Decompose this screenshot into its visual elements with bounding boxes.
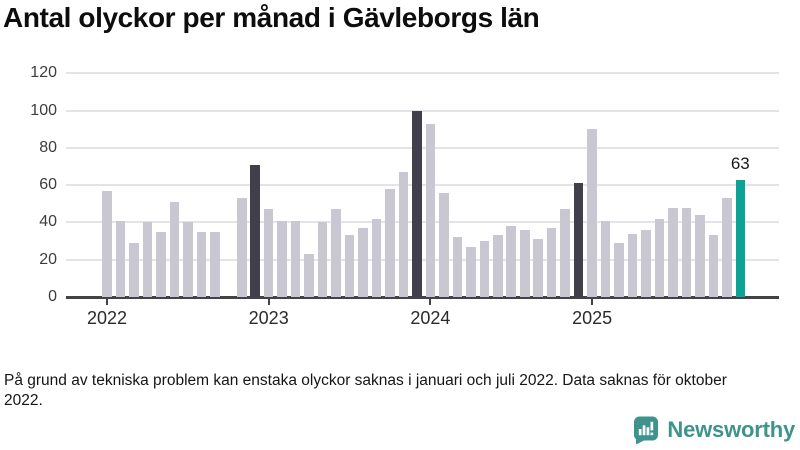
bar-2023-09	[371, 218, 382, 297]
bar-2023-10	[385, 188, 395, 297]
x-axis-line	[66, 296, 779, 299]
newsworthy-logo: Newsworthy	[632, 415, 795, 445]
bar-2022-05	[156, 231, 166, 297]
x-axis-label-2025: 2025	[572, 308, 613, 328]
bar-2022-02	[115, 220, 126, 297]
gridline-40	[66, 221, 779, 224]
y-axis-label-120: 120	[30, 64, 57, 82]
gridline-60	[66, 184, 779, 187]
bar-2024-06	[492, 235, 503, 297]
bar-2024-11	[560, 209, 570, 297]
gridline-80	[66, 146, 779, 149]
bar-2022-04	[142, 222, 153, 297]
bar-2025-03	[614, 242, 624, 297]
bar-2025-09	[695, 214, 705, 297]
bar-2025-07	[668, 207, 678, 297]
x-axis-label-2022: 2022	[86, 308, 128, 328]
bar-2022-07	[183, 222, 193, 297]
bar-2024-12	[573, 183, 584, 297]
bar-2025-06	[654, 218, 665, 297]
bar-2025-11	[722, 198, 732, 297]
bar-2025-04	[627, 233, 638, 297]
x-tick-2024	[429, 299, 432, 305]
bar-2022-09	[210, 231, 220, 297]
x-axis-label-2023: 2023	[248, 308, 289, 328]
bar-2023-08	[358, 228, 368, 297]
bar-2024-03	[452, 237, 463, 297]
bar-2022-11	[236, 198, 247, 297]
bar-2024-01	[425, 123, 436, 297]
x-tick-2025	[591, 299, 594, 305]
newsworthy-bubble-chart-icon	[634, 416, 659, 445]
bar-2025-01	[587, 129, 597, 297]
y-axis-label-0: 0	[48, 288, 57, 305]
bar-2024-09	[533, 239, 543, 297]
bar-2023-06	[331, 209, 341, 297]
gridline-100	[66, 109, 779, 112]
gridline-20	[66, 258, 779, 261]
bar-2023-11	[398, 172, 409, 297]
y-axis-label-60: 60	[39, 176, 57, 194]
newsworthy-wordmark: Newsworthy	[667, 417, 795, 442]
bar-2024-10	[546, 228, 557, 297]
bar-2023-12	[412, 110, 422, 297]
x-axis-label-2024: 2024	[410, 308, 451, 328]
bar-2024-04	[466, 246, 476, 297]
bar-2023-03	[290, 220, 301, 297]
gridline-120	[66, 72, 779, 75]
current-value-label: 63	[730, 153, 750, 173]
bar-2023-01	[263, 209, 274, 297]
bar-2025-02	[600, 220, 611, 297]
bar-2023-04	[304, 254, 314, 297]
x-tick-2022	[106, 299, 108, 305]
y-axis-label-80: 80	[39, 138, 57, 156]
bar-2022-01	[102, 190, 112, 297]
bar-2022-12	[250, 164, 261, 297]
bar-2025-08	[681, 207, 692, 297]
y-axis-label-40: 40	[39, 213, 57, 231]
bar-2024-02	[439, 192, 449, 297]
bar-2025-10	[708, 235, 719, 297]
bar-2022-08	[196, 231, 207, 297]
footnote: På grund av tekniska problem kan enstaka…	[4, 372, 727, 410]
x-tick-2023	[267, 299, 270, 305]
bar-2023-02	[277, 220, 287, 297]
bar-2023-07	[344, 235, 355, 297]
bar-2022-03	[129, 242, 139, 297]
bar-2024-07	[506, 226, 517, 297]
bar-2025-12	[735, 179, 746, 297]
bar-2022-06	[169, 201, 180, 297]
bar-2024-08	[519, 229, 530, 297]
bar-2025-05	[641, 229, 651, 297]
y-axis-label-20: 20	[39, 250, 57, 268]
bar-2023-05	[317, 222, 328, 297]
chart-title: Antal olyckor per månad i Gävleborgs län	[3, 2, 540, 33]
y-axis-label-100: 100	[30, 101, 57, 119]
bar-2024-05	[479, 241, 490, 297]
